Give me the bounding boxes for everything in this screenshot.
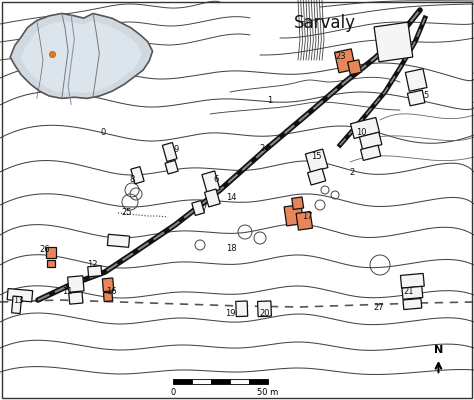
Polygon shape xyxy=(347,60,362,75)
Polygon shape xyxy=(10,14,153,98)
Text: 18: 18 xyxy=(226,244,237,253)
Text: 8: 8 xyxy=(129,175,135,184)
Polygon shape xyxy=(69,292,83,304)
Polygon shape xyxy=(257,301,272,317)
Polygon shape xyxy=(7,288,33,302)
Polygon shape xyxy=(163,142,177,162)
Polygon shape xyxy=(165,160,178,174)
Polygon shape xyxy=(46,247,56,258)
Polygon shape xyxy=(11,296,22,314)
Text: 17: 17 xyxy=(302,212,312,221)
Polygon shape xyxy=(403,298,422,310)
Text: 0: 0 xyxy=(100,128,106,137)
Bar xyxy=(249,379,268,384)
Polygon shape xyxy=(405,69,427,91)
Text: 21: 21 xyxy=(403,287,414,296)
Text: 13: 13 xyxy=(13,296,23,305)
Polygon shape xyxy=(68,276,84,292)
Text: 24: 24 xyxy=(259,144,270,153)
Polygon shape xyxy=(21,21,142,93)
Text: Sarvaly: Sarvaly xyxy=(294,14,356,32)
Polygon shape xyxy=(131,166,144,184)
Text: 1: 1 xyxy=(266,96,272,105)
Polygon shape xyxy=(374,22,413,62)
Polygon shape xyxy=(308,168,326,185)
Text: 6: 6 xyxy=(213,175,219,184)
Polygon shape xyxy=(401,274,424,288)
Text: 25: 25 xyxy=(122,208,132,217)
Text: 23: 23 xyxy=(335,52,346,61)
Polygon shape xyxy=(359,132,382,150)
Text: 15: 15 xyxy=(311,152,322,161)
Text: 27: 27 xyxy=(373,303,383,312)
Polygon shape xyxy=(103,292,113,302)
Polygon shape xyxy=(296,212,312,230)
Text: 12: 12 xyxy=(87,260,98,269)
Bar xyxy=(211,379,230,384)
Text: 26: 26 xyxy=(40,246,50,254)
Text: 11: 11 xyxy=(62,287,73,296)
Polygon shape xyxy=(236,301,248,316)
Text: 50 m: 50 m xyxy=(257,388,278,397)
Polygon shape xyxy=(88,266,102,277)
Text: 19: 19 xyxy=(225,310,235,318)
Text: 20: 20 xyxy=(259,310,270,318)
Polygon shape xyxy=(192,200,204,216)
Polygon shape xyxy=(350,118,380,138)
Text: 16: 16 xyxy=(106,287,117,296)
Polygon shape xyxy=(292,197,304,210)
Polygon shape xyxy=(205,189,220,207)
Bar xyxy=(230,379,249,384)
Polygon shape xyxy=(408,90,425,106)
Polygon shape xyxy=(335,49,356,73)
Polygon shape xyxy=(108,234,129,247)
Bar xyxy=(173,379,192,384)
Polygon shape xyxy=(284,204,304,226)
Text: 9: 9 xyxy=(173,146,179,154)
Polygon shape xyxy=(305,149,328,172)
Text: 0: 0 xyxy=(170,388,176,397)
Polygon shape xyxy=(402,286,423,299)
Text: 14: 14 xyxy=(226,194,237,202)
Text: 5: 5 xyxy=(423,92,428,100)
Text: 10: 10 xyxy=(356,128,366,137)
Polygon shape xyxy=(202,171,220,193)
Bar xyxy=(192,379,211,384)
Polygon shape xyxy=(102,278,114,292)
Polygon shape xyxy=(47,260,55,267)
Polygon shape xyxy=(361,145,381,160)
Text: 7: 7 xyxy=(201,204,207,213)
Text: 2: 2 xyxy=(349,168,355,177)
Text: N: N xyxy=(434,345,443,355)
